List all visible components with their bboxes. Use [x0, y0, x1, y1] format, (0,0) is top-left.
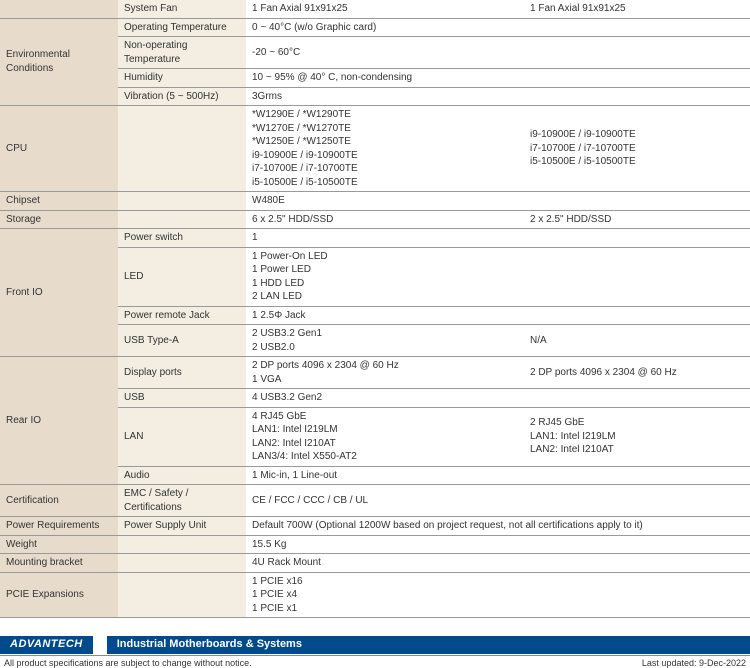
table-row: CPU *W1290E / *W1290TE*W1270E / *W1270TE*…: [0, 106, 750, 192]
table-row: Weight 15.5 Kg: [0, 535, 750, 554]
subcategory-cell: [118, 106, 246, 192]
table-row: Mounting bracket 4U Rack Mount: [0, 554, 750, 573]
table-row: Environmental ConditionsOperating Temper…: [0, 18, 750, 37]
value-cell: 1 Fan Axial 91x91x25: [524, 0, 750, 18]
table-row: Power RequirementsPower Supply UnitDefau…: [0, 517, 750, 536]
value-cell: [524, 18, 750, 37]
table-row: Rear IODisplay ports2 DP ports 4096 x 23…: [0, 357, 750, 389]
footer-line: All product specifications are subject t…: [0, 655, 750, 668]
subcategory-cell: Power remote Jack: [118, 306, 246, 325]
subcategory-cell: [118, 210, 246, 229]
subcategory-cell: Audio: [118, 466, 246, 485]
subcategory-cell: Power Supply Unit: [118, 517, 246, 536]
value-cell: 1 Mic-in, 1 Line-out: [246, 466, 524, 485]
category-cell: Mounting bracket: [0, 554, 118, 573]
table-row: Front IOPower switch1: [0, 229, 750, 248]
subcategory-cell: [118, 192, 246, 211]
value-cell: *W1290E / *W1290TE*W1270E / *W1270TE*W12…: [246, 106, 524, 192]
category-cell: Environmental Conditions: [0, 18, 118, 106]
value-cell: 1 PCIE x161 PCIE x41 PCIE x1: [246, 572, 524, 618]
table-row: PCIE Expansions 1 PCIE x161 PCIE x41 PCIE…: [0, 572, 750, 618]
value-cell: 10 ~ 95% @ 40° C, non-condensing: [246, 69, 524, 88]
value-cell: 1 2.5Φ Jack: [246, 306, 524, 325]
value-cell: [524, 535, 750, 554]
value-cell: [524, 69, 750, 88]
value-cell: [524, 192, 750, 211]
subcategory-cell: Non-operating Temperature: [118, 37, 246, 69]
category-cell: Certification: [0, 485, 118, 517]
subcategory-cell: [118, 535, 246, 554]
value-cell: [524, 229, 750, 248]
value-cell: 3Grms: [246, 87, 524, 106]
value-cell: 4 RJ45 GbELAN1: Intel I219LMLAN2: Intel …: [246, 407, 524, 466]
value-cell: 6 x 2.5" HDD/SSD: [246, 210, 524, 229]
value-cell: N/A: [524, 325, 750, 357]
subcategory-cell: Humidity: [118, 69, 246, 88]
value-cell: 2 x 2.5" HDD/SSD: [524, 210, 750, 229]
subcategory-cell: Power switch: [118, 229, 246, 248]
value-cell: [524, 389, 750, 408]
category-cell: CPU: [0, 106, 118, 192]
category-cell: Storage: [0, 210, 118, 229]
subcategory-cell: Display ports: [118, 357, 246, 389]
value-cell: i9-10900E / i9-10900TEi7-10700E / i7-107…: [524, 106, 750, 192]
subcategory-cell: EMC / Safety / Certifications: [118, 485, 246, 517]
subcategory-cell: [118, 554, 246, 573]
subcategory-cell: Operating Temperature: [118, 18, 246, 37]
category-cell: Rear IO: [0, 357, 118, 485]
value-cell: CE / FCC / CCC / CB / UL: [246, 485, 750, 517]
footer-disclaimer: All product specifications are subject t…: [4, 658, 252, 668]
category-cell: [0, 0, 118, 18]
value-cell: 0 ~ 40°C (w/o Graphic card): [246, 18, 524, 37]
value-cell: 2 RJ45 GbELAN1: Intel I219LMLAN2: Intel …: [524, 407, 750, 466]
subcategory-cell: USB Type-A: [118, 325, 246, 357]
value-cell: 1: [246, 229, 524, 248]
subcategory-cell: Vibration (5 ~ 500Hz): [118, 87, 246, 106]
subcategory-cell: LAN: [118, 407, 246, 466]
footer-gap: [93, 636, 107, 654]
value-cell: [524, 247, 750, 306]
value-cell: [524, 87, 750, 106]
subcategory-cell: System Fan: [118, 0, 246, 18]
value-cell: W480E: [246, 192, 524, 211]
value-cell: 4U Rack Mount: [246, 554, 524, 573]
brand-logo: ADVANTECH: [0, 636, 93, 654]
category-cell: PCIE Expansions: [0, 572, 118, 618]
value-cell: -20 ~ 60°C: [246, 37, 524, 69]
value-cell: 1 Power-On LED1 Power LED1 HDD LED2 LAN …: [246, 247, 524, 306]
value-cell: [524, 306, 750, 325]
spec-table-body: System Fan1 Fan Axial 91x91x251 Fan Axia…: [0, 0, 750, 618]
subcategory-cell: USB: [118, 389, 246, 408]
value-cell: 2 DP ports 4096 x 2304 @ 60 Hz1 VGA: [246, 357, 524, 389]
subcategory-cell: LED: [118, 247, 246, 306]
footer-bar: ADVANTECH Industrial Motherboards & Syst…: [0, 636, 750, 654]
category-cell: Front IO: [0, 229, 118, 357]
value-cell: 1 Fan Axial 91x91x25: [246, 0, 524, 18]
table-row: CertificationEMC / Safety / Certificatio…: [0, 485, 750, 517]
table-row: System Fan1 Fan Axial 91x91x251 Fan Axia…: [0, 0, 750, 18]
category-cell: Chipset: [0, 192, 118, 211]
table-row: Storage 6 x 2.5" HDD/SSD2 x 2.5" HDD/SSD: [0, 210, 750, 229]
table-row: Chipset W480E: [0, 192, 750, 211]
footer-date: Last updated: 9-Dec-2022: [642, 658, 746, 668]
value-cell: 2 USB3.2 Gen12 USB2.0: [246, 325, 524, 357]
subcategory-cell: [118, 572, 246, 618]
value-cell: Default 700W (Optional 1200W based on pr…: [246, 517, 750, 536]
category-cell: Power Requirements: [0, 517, 118, 536]
value-cell: 2 DP ports 4096 x 2304 @ 60 Hz: [524, 357, 750, 389]
value-cell: 15.5 Kg: [246, 535, 524, 554]
value-cell: [524, 466, 750, 485]
spec-table: System Fan1 Fan Axial 91x91x251 Fan Axia…: [0, 0, 750, 618]
value-cell: [524, 37, 750, 69]
value-cell: [524, 554, 750, 573]
value-cell: [524, 572, 750, 618]
category-cell: Weight: [0, 535, 118, 554]
value-cell: 4 USB3.2 Gen2: [246, 389, 524, 408]
footer-title: Industrial Motherboards & Systems: [107, 636, 750, 654]
